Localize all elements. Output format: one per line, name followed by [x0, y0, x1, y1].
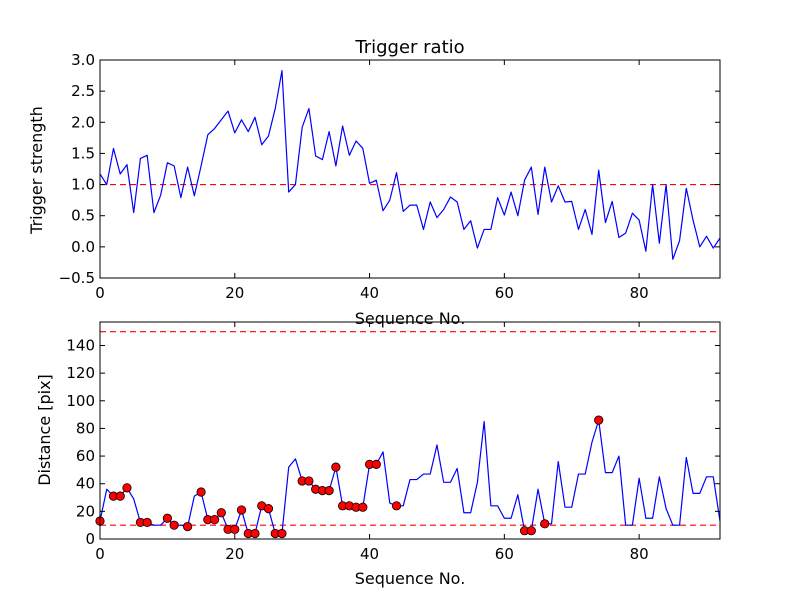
data-point-marker	[169, 520, 179, 530]
x-tick-label: 40	[360, 545, 379, 563]
data-point-marker	[540, 519, 550, 529]
x-tick-label: 0	[95, 284, 105, 302]
y-tick-label: 60	[76, 447, 95, 465]
plot-frame	[99, 59, 721, 279]
series-line	[99, 69, 721, 260]
data-point-marker	[250, 528, 260, 539]
data-point-marker	[526, 526, 536, 536]
y-tick-label: 2.5	[71, 82, 95, 100]
data-point-marker	[122, 483, 132, 493]
y-tick-label: 3.0	[71, 51, 95, 69]
plot-frame	[99, 321, 721, 540]
y-tick-label: 140	[66, 336, 95, 354]
data-point-marker	[196, 487, 206, 497]
x-tick-label: 40	[360, 284, 379, 302]
data-point-marker	[594, 415, 604, 425]
data-point-marker	[263, 503, 274, 514]
data-point-marker	[162, 513, 172, 523]
data-point-marker	[230, 524, 240, 534]
x-tick-label: 60	[495, 545, 514, 563]
distance-chart: Distance [pix] Sequence No. 0 20 40 60 80 0 20…	[35, 321, 721, 588]
x-axis-label: Sequence No.	[355, 309, 466, 328]
x-tick-label: 80	[630, 545, 649, 563]
data-point-marker	[236, 505, 247, 515]
y-tick-label: 0.0	[71, 238, 95, 256]
y-tick-label: 20	[76, 502, 95, 520]
x-tick-label: 0	[95, 545, 105, 563]
chart-title: Trigger ratio	[354, 37, 464, 58]
x-tick-label: 60	[495, 284, 514, 302]
y-axis-label: Distance [pix]	[35, 374, 54, 486]
data-point-marker	[216, 508, 226, 518]
x-tick-label: 80	[630, 284, 649, 302]
data-point-marker	[391, 501, 402, 511]
y-tick-label: 80	[76, 419, 95, 437]
y-tick-label: −0.5	[59, 269, 95, 287]
y-axis-label: Trigger strength	[27, 106, 46, 235]
y-tick-label: 2.0	[71, 113, 95, 131]
y-tick-label: 0	[85, 530, 95, 548]
data-point-marker	[277, 528, 287, 539]
data-point-marker	[324, 486, 334, 496]
data-point-marker	[115, 491, 125, 501]
y-tick-label: 1.5	[71, 144, 95, 162]
series-line	[99, 419, 721, 535]
data-point-marker	[183, 521, 193, 532]
data-point-marker	[304, 476, 314, 486]
data-point-marker	[209, 515, 220, 525]
data-point-marker	[142, 517, 152, 528]
y-tick-label: 0.5	[71, 207, 95, 225]
x-tick-label: 20	[225, 284, 244, 302]
x-axis-label: Sequence No.	[355, 569, 466, 588]
x-tick-label: 20	[225, 545, 244, 563]
trigger-ratio-chart: Trigger ratio Trigger strength Sequence …	[27, 37, 721, 328]
y-tick-label: 40	[76, 475, 95, 493]
y-tick-label: 1.0	[71, 176, 95, 194]
y-tick-label: 120	[66, 364, 95, 382]
data-point-marker	[358, 502, 368, 512]
y-tick-label: 100	[66, 392, 95, 410]
data-point-marker	[371, 459, 381, 469]
data-point-marker	[331, 462, 341, 472]
